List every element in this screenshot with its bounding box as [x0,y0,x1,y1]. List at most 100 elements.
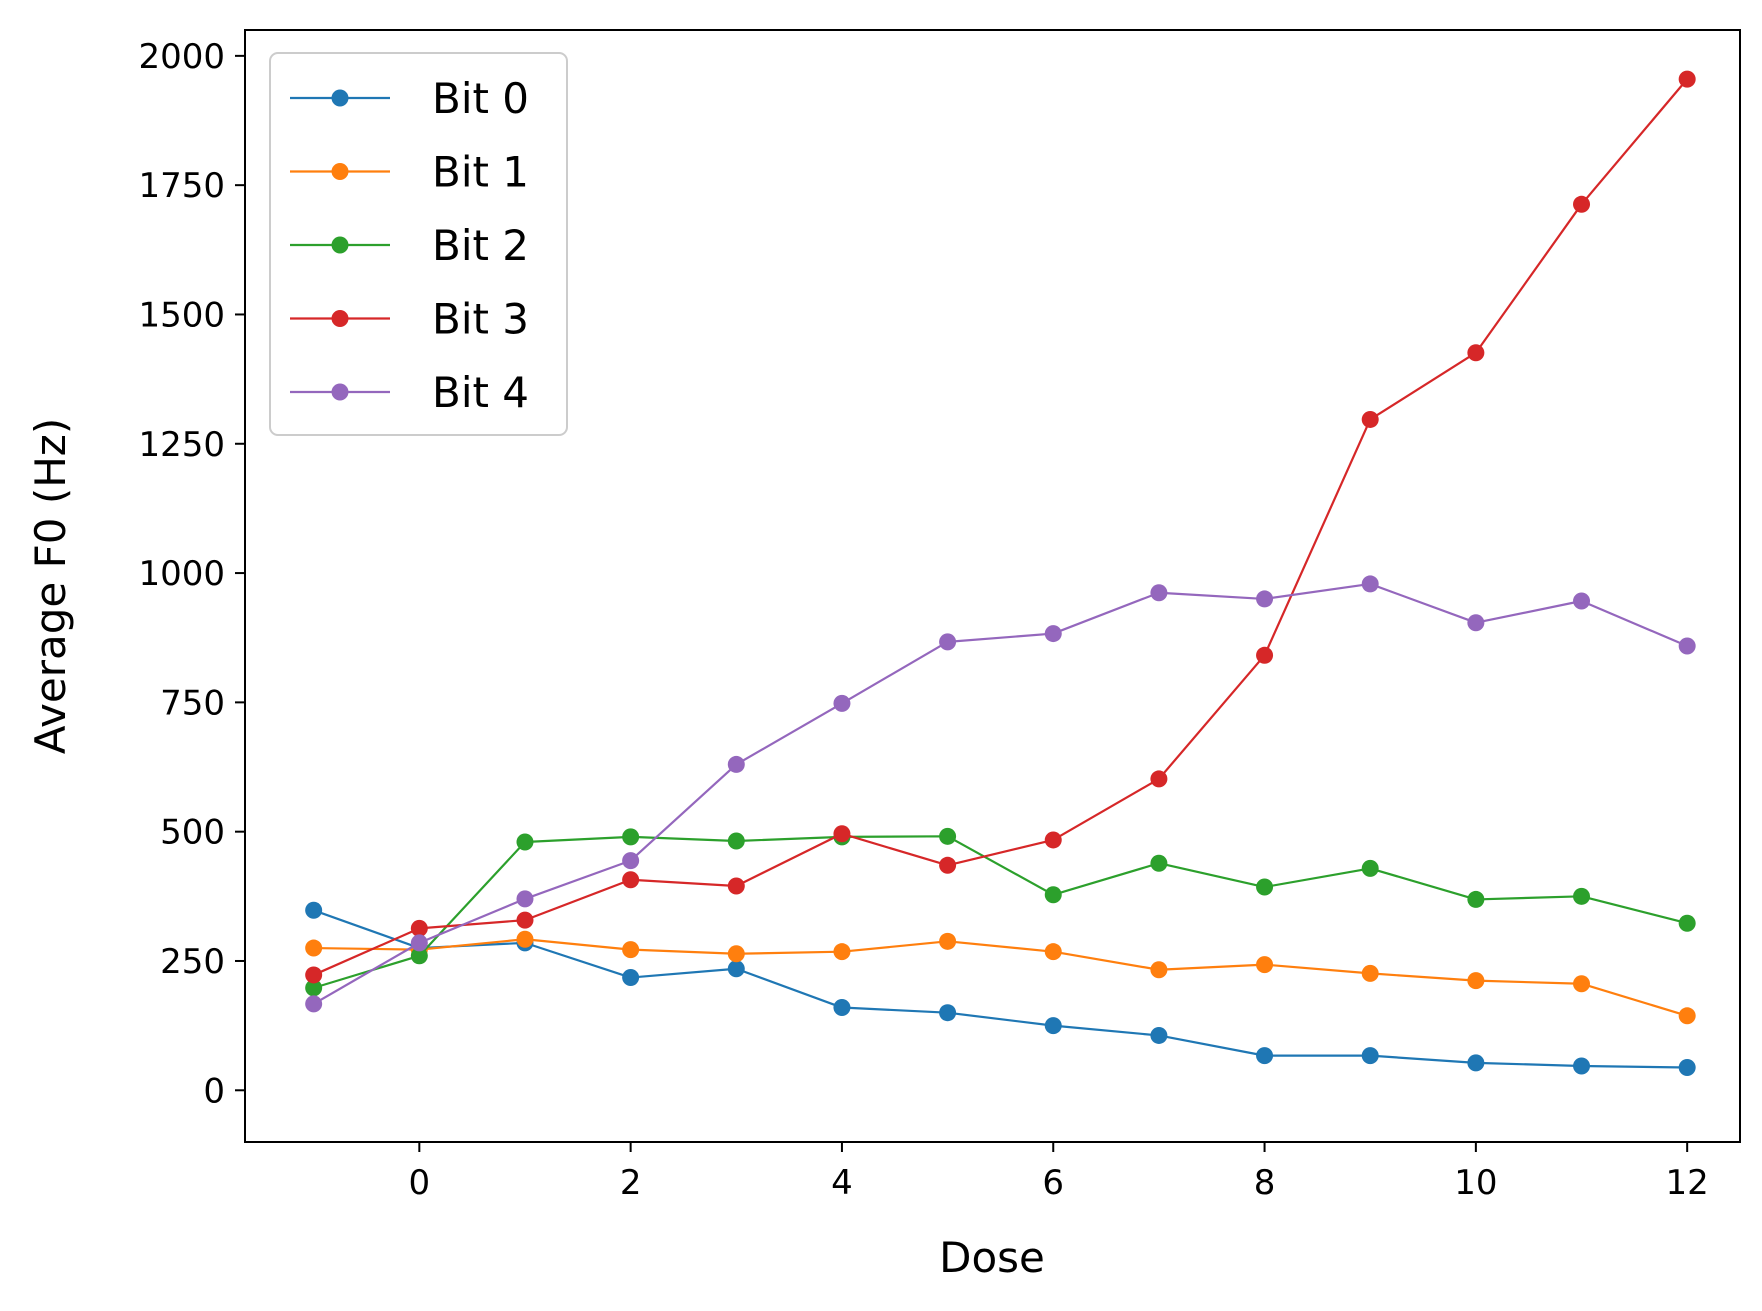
y-axis-label: Average F0 (Hz) [26,418,75,754]
x-tick-label: 10 [1454,1163,1497,1203]
data-point [1467,1054,1485,1072]
x-tick-label: 6 [1042,1163,1064,1203]
y-tick-label: 1500 [138,295,225,335]
y-tick-label: 2000 [138,37,225,77]
data-point [1150,961,1168,979]
data-point [516,833,534,851]
data-point [1256,646,1274,664]
data-point [939,633,957,651]
data-point [410,934,428,952]
legend-label: Bit 2 [432,221,529,270]
data-point [622,852,640,870]
y-axis: 0 250 500 750 1000 1250 1500 1750 2000 [138,37,245,1111]
data-point [1678,1007,1696,1025]
data-point [305,995,323,1013]
series-line [313,582,1688,1005]
data-point [1150,770,1168,788]
data-point [516,890,534,908]
legend-marker [331,163,349,180]
x-tick-label: 4 [831,1163,853,1203]
data-point [1467,344,1485,362]
legend-entry: Bit 0 [290,74,529,123]
data-point [622,941,640,959]
legend-entry: Bit 2 [290,221,529,270]
data-point [1256,590,1274,608]
legend-label: Bit 3 [432,295,529,344]
data-point [622,969,640,987]
data-point [1361,410,1379,428]
series-layer [305,70,1696,1077]
data-point [1678,70,1696,88]
data-point [410,947,428,965]
y-tick-label: 750 [160,683,225,723]
legend-frame [269,52,568,436]
x-tick-label: 0 [409,1163,431,1203]
data-point [305,901,323,919]
data-point [1361,859,1379,877]
legend-entry: Bit 1 [290,148,529,197]
legend-label: Bit 0 [432,74,529,123]
data-point [1573,887,1591,905]
data-point [727,960,745,978]
legend-entry: Bit 4 [290,368,529,417]
data-point [727,832,745,850]
data-point [727,877,745,895]
data-point [833,943,851,961]
data-point [939,1004,957,1022]
data-point [1256,1047,1274,1065]
series-2 [305,827,1696,997]
data-point [727,945,745,963]
legend-marker [331,236,349,254]
y-tick-label: 500 [160,813,225,853]
data-point [1361,1047,1379,1065]
data-point [727,755,745,773]
series-4 [305,575,1696,1013]
data-point [305,979,323,997]
legend-marker [331,89,349,107]
data-point [939,827,957,845]
data-point [1467,972,1485,990]
plot-frame [244,29,1741,1143]
data-point [833,694,851,712]
data-point [305,966,323,984]
data-point [1150,854,1168,872]
x-tick-label: 12 [1666,1163,1709,1203]
data-point [1361,575,1379,593]
data-point [1044,886,1062,904]
data-point [1573,975,1591,993]
x-tick-label: 8 [1254,1163,1276,1203]
data-point [833,825,851,843]
data-point [1678,1059,1696,1077]
series-line [313,938,1688,1017]
data-point [516,930,534,948]
data-point [1256,956,1274,974]
data-point [1573,195,1591,213]
data-point [305,939,323,957]
data-point [939,932,957,950]
y-tick-label: 1750 [138,166,225,206]
series-line [313,78,1689,976]
data-point [516,911,534,929]
data-point [1573,592,1591,610]
data-point [833,999,851,1017]
series-1 [305,930,1696,1025]
data-point [410,919,428,937]
data-point [1044,1017,1062,1035]
data-point [1361,964,1379,982]
data-point [1256,878,1274,896]
data-point [1678,914,1696,932]
series-3 [305,70,1696,984]
data-point [939,856,957,874]
data-point [1573,1057,1591,1075]
data-point [1678,637,1696,655]
legend-label: Bit 4 [432,368,529,417]
data-point [622,828,640,846]
legend-marker [331,383,349,401]
series-line [313,909,1688,1069]
data-point [622,871,640,889]
y-tick-label: 0 [203,1071,225,1111]
y-tick-label: 250 [160,942,225,982]
data-point [1467,890,1485,908]
